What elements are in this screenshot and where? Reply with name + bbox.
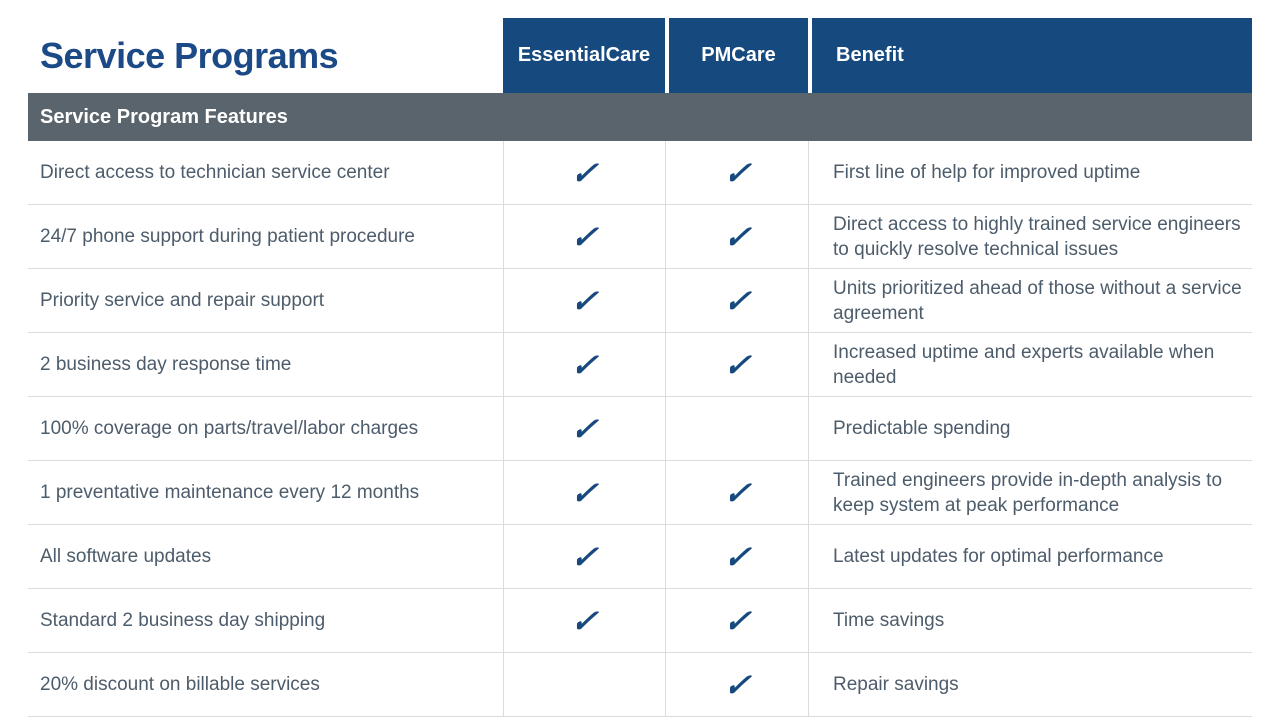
pmcare-cell: ✓ (665, 589, 808, 652)
feature-label: 24/7 phone support during patient proced… (40, 225, 415, 247)
pmcare-cell: ✓ (665, 333, 808, 396)
benefit-label: Latest updates for optimal performance (808, 525, 1252, 588)
check-icon: ✓ (721, 218, 753, 255)
table-row: Direct access to technician service cent… (28, 141, 1252, 205)
service-programs-table: Service Programs EssentialCare PMCare Be… (28, 18, 1252, 717)
table-row: Priority service and repair support ✓ ✓ … (28, 269, 1252, 333)
essentialcare-cell: ✓ (503, 525, 665, 588)
check-icon: ✓ (721, 346, 753, 383)
title-cell: Service Programs (28, 18, 503, 93)
table-row: 24/7 phone support during patient proced… (28, 205, 1252, 269)
section-header-band: Service Program Features (28, 93, 1252, 141)
benefit-label: Repair savings (808, 653, 1252, 716)
check-icon: ✓ (569, 410, 600, 447)
pmcare-cell: ✓ (665, 205, 808, 268)
table-row: 2 business day response time ✓ ✓ Increas… (28, 333, 1252, 397)
check-icon: ✓ (721, 282, 753, 319)
column-header-benefit: Benefit (808, 18, 1252, 93)
feature-label: Direct access to technician service cent… (40, 161, 390, 183)
essentialcare-cell: ✓ (503, 397, 665, 460)
table-header-row: Service Programs EssentialCare PMCare Be… (28, 18, 1252, 93)
pmcare-cell: ✓ (665, 269, 808, 332)
benefit-label: Units prioritized ahead of those without… (808, 269, 1252, 332)
pmcare-cell: ✓ (665, 653, 808, 716)
check-icon: ✓ (569, 538, 600, 575)
feature-label: Priority service and repair support (40, 289, 325, 311)
essentialcare-cell: ✓ (503, 461, 665, 524)
essentialcare-cell: ✓ (503, 141, 665, 204)
feature-label: All software updates (40, 545, 212, 567)
feature-label: Standard 2 business day shipping (40, 609, 326, 631)
table-row: Standard 2 business day shipping ✓ ✓ Tim… (28, 589, 1252, 653)
essentialcare-cell: ✓ (503, 589, 665, 652)
feature-label: 1 preventative maintenance every 12 mont… (40, 481, 420, 503)
check-icon: ✓ (569, 602, 600, 639)
check-icon: ✓ (721, 538, 753, 575)
check-icon: ✓ (569, 154, 600, 191)
check-icon: ✓ (721, 602, 753, 639)
feature-label: 100% coverage on parts/travel/labor char… (40, 417, 419, 439)
pmcare-cell: ✓ (665, 141, 808, 204)
feature-label: 2 business day response time (40, 353, 292, 375)
column-header-essentialcare: EssentialCare (503, 18, 665, 93)
table-row: All software updates ✓ ✓ Latest updates … (28, 525, 1252, 589)
check-icon: ✓ (721, 666, 753, 703)
table-row: 20% discount on billable services ✓ Repa… (28, 653, 1252, 717)
check-icon: ✓ (721, 154, 753, 191)
essentialcare-cell: ✓ (503, 269, 665, 332)
check-icon: ✓ (569, 218, 600, 255)
table-row: 100% coverage on parts/travel/labor char… (28, 397, 1252, 461)
essentialcare-cell: ✓ (503, 205, 665, 268)
pmcare-cell: ✓ (665, 525, 808, 588)
check-icon: ✓ (569, 282, 600, 319)
benefit-label: Predictable spending (808, 397, 1252, 460)
pmcare-cell (665, 397, 808, 460)
pmcare-cell: ✓ (665, 461, 808, 524)
benefit-label: First line of help for improved uptime (808, 141, 1252, 204)
benefit-label: Direct access to highly trained service … (808, 205, 1252, 268)
check-icon: ✓ (569, 346, 600, 383)
benefit-label: Time savings (808, 589, 1252, 652)
benefit-label: Trained engineers provide in-depth analy… (808, 461, 1252, 524)
check-icon: ✓ (569, 474, 600, 511)
page-title: Service Programs (40, 34, 339, 76)
essentialcare-cell: ✓ (503, 333, 665, 396)
column-header-pmcare: PMCare (665, 18, 808, 93)
benefit-label: Increased uptime and experts available w… (808, 333, 1252, 396)
essentialcare-cell (503, 653, 665, 716)
feature-label: 20% discount on billable services (40, 673, 320, 695)
table-row: 1 preventative maintenance every 12 mont… (28, 461, 1252, 525)
section-header-label: Service Program Features (40, 105, 288, 128)
check-icon: ✓ (721, 474, 753, 511)
